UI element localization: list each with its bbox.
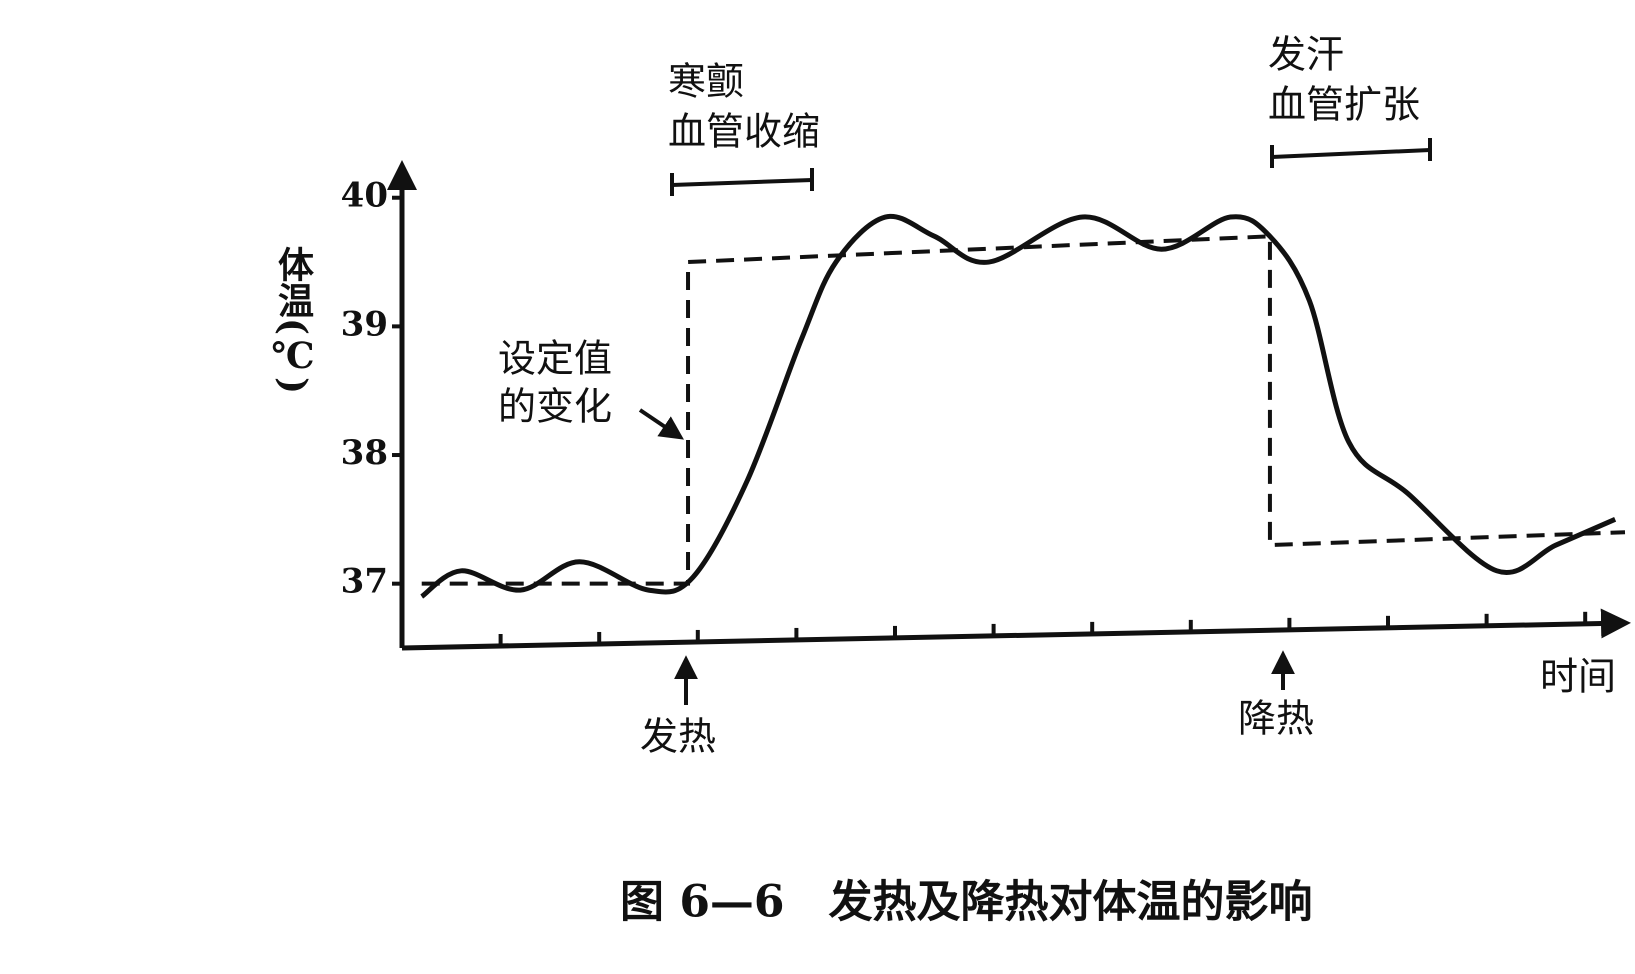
annotation: 的变化 (498, 385, 612, 429)
annotation: 血管收缩 (668, 110, 820, 154)
y-axis-label: 体温(℃) (272, 246, 314, 394)
annotation: 血管扩张 (1268, 83, 1420, 127)
y-tick-label: 38 (341, 433, 388, 473)
annotation: 发热 (640, 715, 716, 759)
x-axis (401, 608, 1631, 651)
y-tick-label: 40 (341, 176, 388, 216)
annotation: 寒颤 (668, 60, 744, 104)
x-axis-label: 时间 (1540, 655, 1616, 699)
y-tick-label: 37 (341, 562, 388, 602)
y-tick-label: 39 (341, 304, 388, 344)
annotation: 发汗 (1268, 33, 1344, 77)
annotation: 设定值 (498, 337, 612, 381)
series-line (421, 234, 1626, 586)
annotation: 降热 (1238, 697, 1314, 741)
chart-title: 图 6—6 发热及降热对体温的影响 (620, 877, 1313, 928)
annotation-marks (638, 138, 1432, 705)
series-line (420, 213, 1617, 599)
